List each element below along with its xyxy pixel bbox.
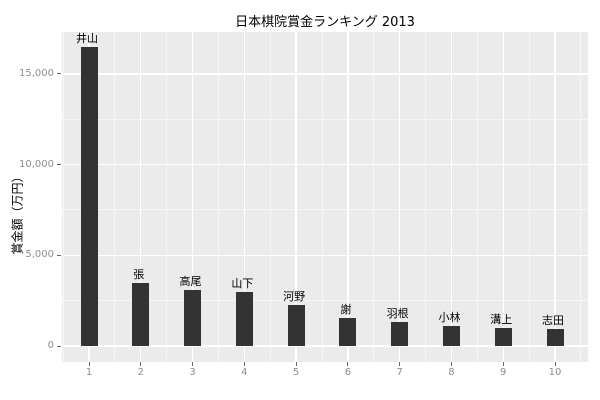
v-gridline-minor: [580, 32, 582, 362]
v-gridline-minor: [269, 32, 271, 362]
v-gridline-major: [295, 32, 297, 362]
x-tick-label: 9: [500, 367, 507, 378]
y-tick-label: 5,000: [25, 249, 54, 261]
h-gridline-major: [62, 345, 588, 347]
bar-9: [494, 327, 512, 346]
v-gridline-major: [450, 32, 453, 362]
bar-label-5: 河野: [283, 290, 306, 304]
v-gridline-major: [140, 32, 142, 362]
bar-6: [339, 317, 357, 346]
x-tick-label: 10: [548, 367, 562, 378]
v-gridline-major: [191, 32, 194, 362]
x-tick-label: 6: [344, 367, 352, 378]
bar-label-4: 山下: [231, 276, 254, 290]
h-gridline-minor: [62, 300, 588, 302]
x-tick-mark: [554, 362, 556, 366]
x-tick-label: 2: [137, 367, 144, 378]
chart-title: 日本棋院賞金ランキング 2013: [235, 15, 415, 30]
v-gridline-major: [502, 32, 504, 362]
bar-3: [184, 289, 202, 346]
v-gridline-minor: [528, 32, 530, 362]
h-gridline-minor: [62, 118, 588, 120]
x-tick-mark: [88, 362, 90, 366]
x-tick-label: 5: [292, 367, 300, 378]
y-axis-title: 賞金額（万円）: [10, 170, 25, 255]
bar-label-8: 小林: [438, 311, 461, 325]
h-gridline-minor: [62, 209, 588, 211]
bar-8: [442, 326, 460, 346]
bar-4: [235, 291, 253, 346]
v-gridline-minor: [166, 32, 168, 362]
v-gridline-major: [243, 32, 246, 362]
bar-10: [546, 328, 564, 346]
v-gridline-minor: [62, 32, 64, 362]
v-gridline-major: [347, 32, 349, 362]
h-gridline-major: [62, 163, 588, 166]
x-tick-label: 3: [189, 367, 196, 378]
v-gridline-minor: [217, 32, 219, 362]
y-tick-mark: [57, 73, 61, 75]
x-tick-mark: [140, 362, 142, 366]
x-tick-label: 7: [396, 367, 403, 378]
bar-7: [391, 322, 409, 346]
y-tick-mark: [57, 345, 61, 347]
bar-label-7: 羽根: [386, 307, 409, 321]
v-gridline-major: [554, 32, 556, 362]
h-gridline-major: [62, 73, 588, 75]
v-gridline-minor: [114, 32, 116, 362]
y-tick-mark: [57, 254, 61, 256]
y-tick-mark: [57, 164, 61, 166]
bar-label-10: 志田: [542, 313, 565, 327]
x-tick-mark: [243, 362, 245, 366]
v-gridline-major: [398, 32, 401, 362]
y-tick-label: 15,000: [19, 67, 54, 79]
x-tick-label: 1: [85, 367, 93, 378]
bar-label-9: 溝上: [490, 312, 513, 326]
plot-area: 井山張高尾 山下河野謝 羽根 小林 溝上 志田: [62, 32, 588, 362]
x-tick-mark: [450, 362, 452, 366]
bar-2: [132, 282, 150, 346]
v-gridline-minor: [476, 32, 478, 362]
x-tick-mark: [399, 362, 401, 366]
x-tick-label: 8: [448, 367, 455, 378]
bar-label-3: 高尾: [179, 274, 202, 288]
x-tick-label: 4: [241, 367, 248, 378]
y-tick-label: 10,000: [19, 158, 54, 170]
bar-1: [80, 47, 98, 346]
bar-label-1: 井山: [76, 32, 98, 46]
x-tick-mark: [295, 362, 297, 366]
bar-5: [287, 305, 305, 346]
x-tick-mark: [502, 362, 504, 366]
bar-label-2: 張: [133, 267, 145, 281]
bar-label-6: 謝: [340, 302, 352, 316]
x-tick-mark: [192, 362, 194, 366]
h-gridline-major: [62, 254, 588, 256]
x-tick-mark: [347, 362, 349, 366]
v-gridline-minor: [373, 32, 375, 362]
v-gridline-minor: [425, 32, 427, 362]
v-gridline-minor: [321, 32, 323, 362]
y-tick-label: 0: [47, 340, 54, 351]
